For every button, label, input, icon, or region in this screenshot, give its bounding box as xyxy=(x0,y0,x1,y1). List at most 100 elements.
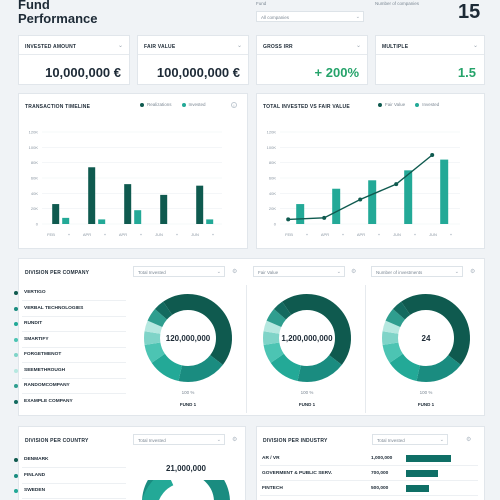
company-list-item[interactable]: FORGETMENOT xyxy=(14,352,62,357)
bar-invested xyxy=(296,204,305,224)
donut-slice xyxy=(270,353,302,381)
timeline-legend: Realizations Invested xyxy=(140,102,206,107)
company-list-item[interactable]: VERTIGO xyxy=(14,290,46,295)
divider xyxy=(22,377,126,379)
fund-select[interactable]: All companies ⌄ xyxy=(256,11,364,22)
industry-metric-select[interactable]: Total Invested ⌄ xyxy=(372,434,448,445)
company-name: FORGETMENOT xyxy=(24,352,62,357)
company-list-item[interactable]: RUNDIT xyxy=(14,321,42,326)
gear-icon[interactable]: ⚙ xyxy=(232,269,238,275)
point-fair-value xyxy=(358,197,363,202)
divider xyxy=(138,54,248,55)
fund-label: Fund xyxy=(256,1,267,6)
country-metric-select[interactable]: Total Invested ⌄ xyxy=(133,434,225,445)
divider xyxy=(376,54,484,55)
industry-label: FINTECH xyxy=(262,486,283,491)
kpi-value: 1.5 xyxy=(457,65,476,80)
donut-slice xyxy=(385,309,406,328)
donut-fair-value xyxy=(263,294,351,382)
company-metric-select-1[interactable]: Total Invested ⌄ xyxy=(133,266,225,277)
bar-realizations xyxy=(160,194,168,224)
company-list-item[interactable]: VERBAL TECHNOLOGIES xyxy=(14,305,84,311)
divider xyxy=(22,393,126,394)
chevron-down-icon[interactable]: ⌄ xyxy=(236,43,242,49)
x-tick-label: APR xyxy=(357,232,365,237)
section-title: DIVISION PER INDUSTRY xyxy=(263,438,328,444)
bar-realizations xyxy=(52,204,60,224)
company-name: VERBAL TECHNOLOGIES xyxy=(24,305,84,311)
industry-bar xyxy=(406,485,429,492)
y-tick-label: 60K xyxy=(269,176,276,181)
country-dot xyxy=(14,473,18,478)
donut-center-value: 24 xyxy=(421,334,431,343)
x-tick-dot xyxy=(414,233,416,236)
donut-slice xyxy=(178,354,223,382)
point-fair-value xyxy=(394,182,399,187)
companies-label: Number of companies xyxy=(375,1,420,6)
industry-bar xyxy=(406,470,438,477)
chevron-down-icon[interactable]: ⌄ xyxy=(117,43,123,49)
donut-slice xyxy=(273,301,292,320)
gear-icon[interactable]: ⚙ xyxy=(470,269,476,275)
y-tick-label: 0 xyxy=(36,222,39,227)
x-tick-label: APR xyxy=(119,232,127,237)
legend-realizations: Realizations xyxy=(140,102,172,107)
donut-center-value: 120,000,000 xyxy=(165,334,211,343)
company-name: VERTIGO xyxy=(24,290,46,295)
gear-icon[interactable]: ⚙ xyxy=(466,437,472,443)
country-list-item[interactable]: FINLAND xyxy=(14,473,45,478)
y-tick-label: 20K xyxy=(269,206,276,211)
divider xyxy=(260,480,478,481)
chevron-down-icon[interactable]: ⌄ xyxy=(472,43,478,49)
industry-value: 500,000 xyxy=(371,486,389,491)
divider xyxy=(246,285,247,413)
kpi-label: INVESTED AMOUNT xyxy=(25,44,77,50)
bar-realizations xyxy=(124,184,132,224)
divider xyxy=(22,300,126,301)
company-name: RANDOMCOMPANY xyxy=(24,383,70,388)
bar-invested xyxy=(368,180,377,224)
x-tick-dot xyxy=(68,233,70,236)
divider xyxy=(22,482,126,484)
bar-invested xyxy=(332,188,341,224)
bar-invested xyxy=(440,159,449,224)
gear-icon[interactable]: ⚙ xyxy=(232,437,238,443)
company-list-item[interactable]: SMARTIFY xyxy=(14,337,49,342)
company-metric-select-3[interactable]: Number of investments ⌄ xyxy=(371,266,463,277)
kpi-multiple: MULTIPLE ⌄ 1.5 xyxy=(375,35,485,85)
section-title: DIVISION PER COMPANY xyxy=(25,270,90,276)
donut-percent: 100 % xyxy=(419,390,433,395)
company-list-item[interactable]: SEEMETHROUGH xyxy=(14,368,65,373)
transaction-timeline-chart: 0 20K 40K 60K 80K 100K 120K FEB APR APR JUN JUN xyxy=(29,130,222,237)
company-metric-select-2[interactable]: Fair Value ⌄ xyxy=(253,266,345,277)
donut-fund-label: FUND 1 xyxy=(298,402,316,407)
industry-label: AR / VR xyxy=(262,456,280,461)
donut-slice xyxy=(163,294,232,365)
company-list-item[interactable]: EXAMPLE COMPANY xyxy=(14,399,73,404)
company-list-item[interactable]: RANDOMCOMPANY xyxy=(14,383,70,388)
info-icon[interactable]: i xyxy=(231,102,237,108)
y-tick-label: 20K xyxy=(31,206,38,211)
bar-realizations xyxy=(196,185,204,224)
country-name: DENMARK xyxy=(24,457,49,462)
chevron-down-icon: ⌄ xyxy=(216,437,221,443)
gear-icon[interactable]: ⚙ xyxy=(351,269,357,275)
country-list-item[interactable]: SWEDEN xyxy=(14,488,45,493)
donut-slice xyxy=(416,354,461,382)
kpi-invested-amount: INVESTED AMOUNT ⌄ 10,000,000 € xyxy=(18,35,130,85)
kpi-gross-irr: GROSS IRR ⌄ + 200% xyxy=(256,35,368,85)
bar-invested xyxy=(134,210,142,224)
x-tick-dot xyxy=(450,233,452,236)
donut-fund-label: FUND 1 xyxy=(179,402,197,407)
y-tick-label: 80K xyxy=(269,160,276,165)
company-dot xyxy=(14,399,18,404)
divider xyxy=(365,285,366,413)
chevron-down-icon[interactable]: ⌄ xyxy=(355,43,361,49)
donut-slice xyxy=(154,301,173,320)
x-tick-label: JUN xyxy=(155,232,163,237)
divider xyxy=(22,362,126,363)
country-list-item[interactable]: DENMARK xyxy=(14,457,49,462)
donut-slice xyxy=(147,309,168,328)
x-tick-label: JUN xyxy=(429,232,437,237)
y-tick-label: 0 xyxy=(274,222,277,227)
